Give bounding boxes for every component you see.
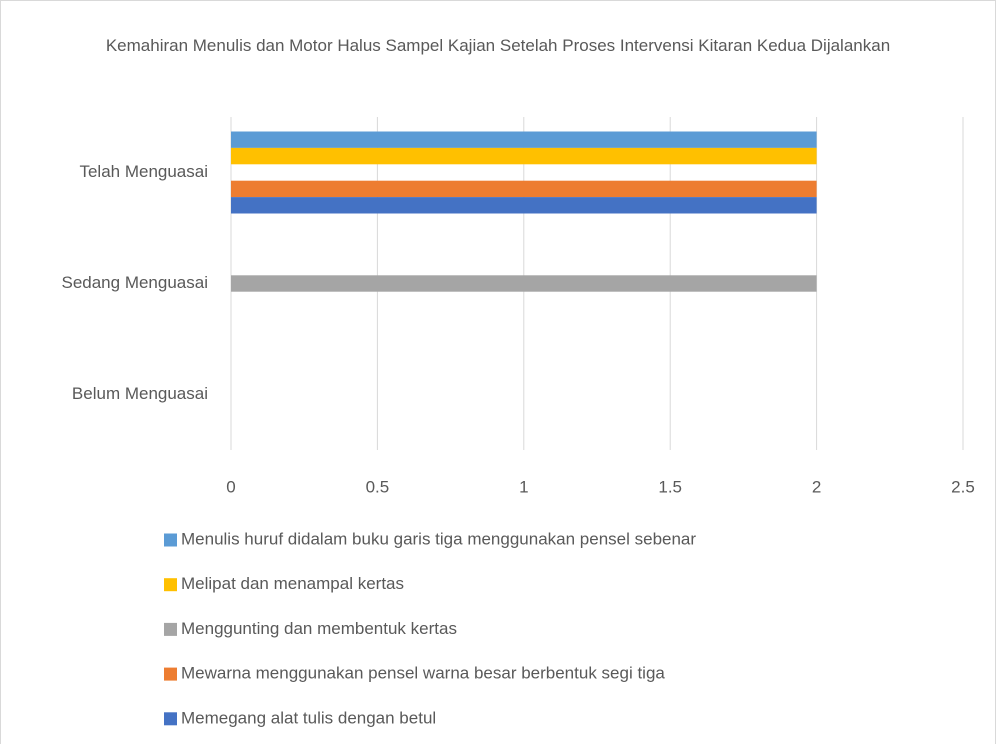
chart-title: Kemahiran Menulis dan Motor Halus Sampel… [105, 36, 891, 55]
x-tick-label: 1 [519, 477, 528, 496]
legend-swatch [164, 622, 177, 636]
legend-label: Mewarna menggunakan pensel warna besar b… [181, 664, 665, 683]
legend-swatch [164, 533, 177, 547]
legend-label: Memegang alat tulis dengan betul [181, 708, 436, 727]
x-tick-label: 0.5 [366, 477, 390, 496]
legend-label: Menggunting dan membentuk kertas [181, 619, 457, 638]
y-tick-label: Telah Menguasai [79, 162, 208, 181]
legend-swatch [164, 667, 177, 681]
x-tick-label: 0 [226, 477, 235, 496]
legend-swatch [164, 712, 177, 726]
bar [231, 147, 817, 165]
bar [231, 180, 817, 198]
y-tick-label: Sedang Menguasai [61, 273, 208, 292]
y-tick-label: Belum Menguasai [72, 384, 208, 403]
legend-label: Menulis huruf didalam buku garis tiga me… [181, 529, 696, 548]
legend-label: Melipat dan menampal kertas [181, 574, 404, 593]
bar [231, 197, 817, 214]
x-tick-label: 1.5 [658, 477, 682, 496]
legend-swatch [164, 578, 177, 592]
x-tick-label: 2 [812, 477, 821, 496]
bar [231, 275, 817, 292]
bar [231, 131, 817, 148]
x-tick-label: 2.5 [951, 477, 975, 496]
